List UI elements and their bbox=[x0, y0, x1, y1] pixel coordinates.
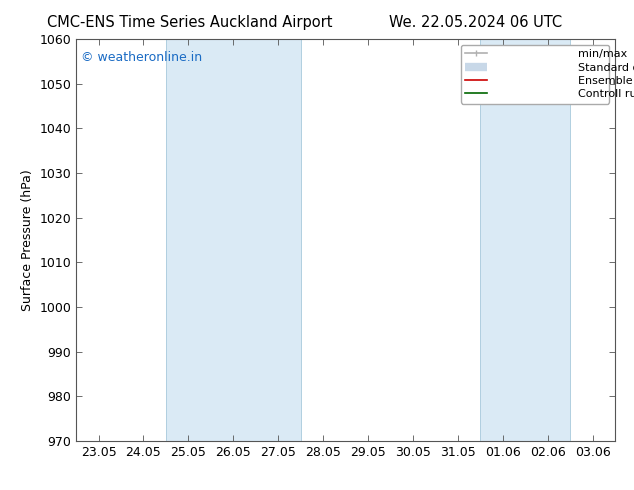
Bar bbox=[481, 39, 570, 441]
Text: © weatheronline.in: © weatheronline.in bbox=[81, 51, 203, 64]
Bar bbox=[166, 39, 301, 441]
Text: We. 22.05.2024 06 UTC: We. 22.05.2024 06 UTC bbox=[389, 15, 562, 30]
Y-axis label: Surface Pressure (hPa): Surface Pressure (hPa) bbox=[21, 169, 34, 311]
Text: CMC-ENS Time Series Auckland Airport: CMC-ENS Time Series Auckland Airport bbox=[48, 15, 333, 30]
Legend: min/max, Standard deviation, Ensemble mean run, Controll run: min/max, Standard deviation, Ensemble me… bbox=[460, 45, 609, 104]
